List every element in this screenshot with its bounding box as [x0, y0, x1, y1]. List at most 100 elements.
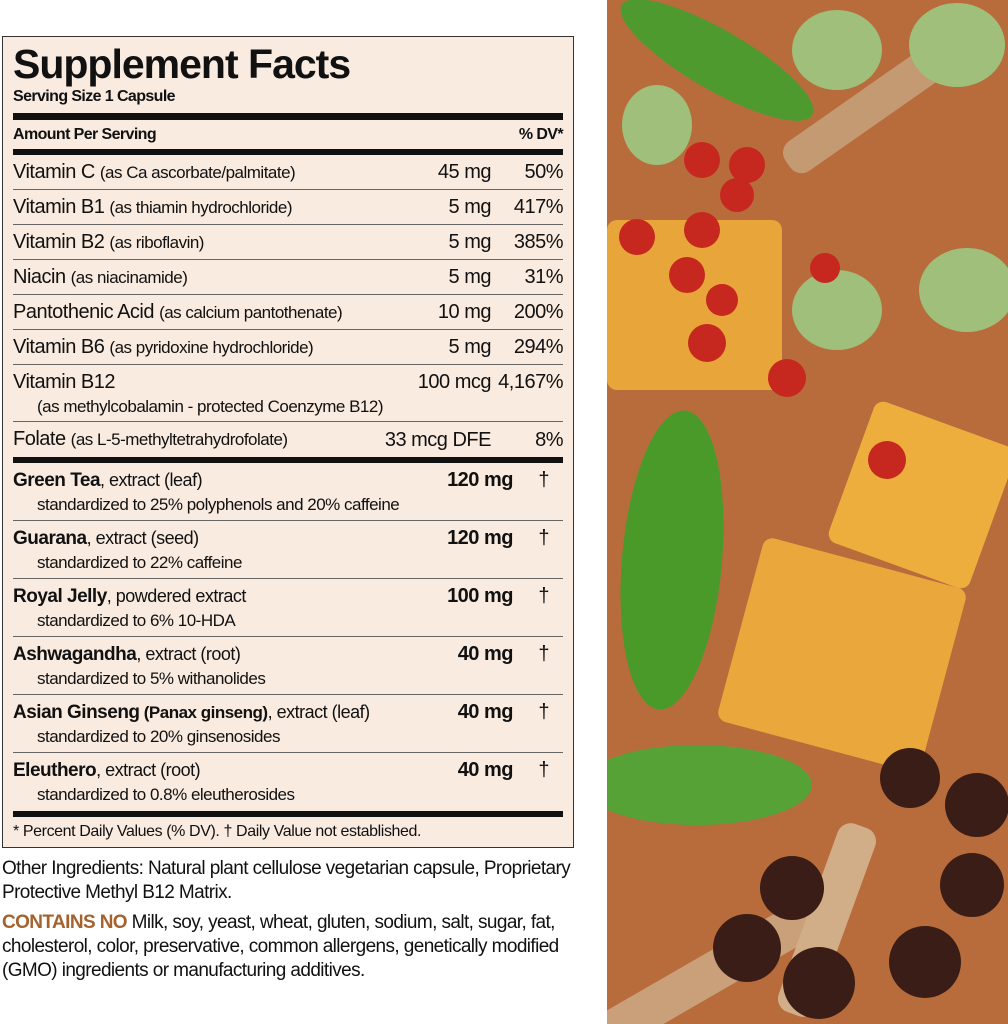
- herbal-row: Asian Ginseng (Panax ginseng), extract (…: [13, 695, 563, 753]
- herbal-amount: 120 mg: [447, 527, 513, 549]
- nutrient-detail: (as niacinamide): [70, 267, 188, 287]
- herbal-name: Eleuthero, extract (root) standardized to…: [13, 759, 427, 805]
- nutrient-detail: (as L-5-methyltetrahydrofolate): [70, 430, 288, 449]
- divider: [13, 457, 563, 463]
- herbal-label: Ashwagandha: [13, 644, 137, 665]
- nutrient-detail: (as riboflavin): [109, 232, 204, 252]
- herbal-label: Royal Jelly: [13, 586, 107, 607]
- herbal-dv: †: [538, 469, 549, 491]
- herbal-latin-name: (Panax ginseng): [139, 703, 268, 722]
- nutrient-name: Vitamin B1 (as thiamin hydrochloride): [13, 195, 405, 220]
- supplement-facts-panel: Supplement Facts Serving Size 1 Capsule …: [2, 36, 574, 848]
- herbal-row: Guarana, extract (seed) standardized to 2…: [13, 521, 563, 579]
- guarana-icon: [713, 748, 1008, 1019]
- vitamin-row: Pantothenic Acid (as calcium pantothenat…: [13, 295, 564, 330]
- nutrient-amount: 5 mg: [448, 266, 492, 288]
- vitamin-row: Vitamin B6 (as pyridoxine hydrochloride)…: [13, 330, 564, 365]
- herbal-standardization: standardized to 0.8% eleutherosides: [37, 785, 295, 804]
- herbal-amount: 100 mg: [447, 585, 513, 607]
- herbal-dv: †: [538, 527, 549, 549]
- herbal-amount: 120 mg: [447, 469, 513, 491]
- nutrient-amount: 33 mcg DFE: [384, 428, 492, 451]
- nutrient-detail: (as methylcobalamin - protected Coenzyme…: [37, 397, 384, 416]
- herbal-name: Asian Ginseng (Panax ginseng), extract (…: [13, 701, 427, 747]
- nutrient-detail: (as Ca ascorbate/palmitate): [99, 162, 296, 182]
- honeycomb-icon: [718, 538, 966, 772]
- herbal-detail: , extract (leaf): [267, 702, 371, 722]
- leaf-icon: [607, 745, 812, 825]
- husk-icon: [622, 3, 1008, 350]
- nutrient-name: Pantothenic Acid (as calcium pantothenat…: [13, 300, 405, 325]
- nutrient-detail: (as thiamin hydrochloride): [109, 197, 293, 217]
- herbal-amount: 40 mg: [457, 701, 514, 723]
- nutrient-dv: 294%: [513, 336, 564, 358]
- nutrient-amount: 5 mg: [448, 196, 492, 218]
- nutrient-label: Niacin: [13, 265, 66, 288]
- herbal-name: Guarana, extract (seed) standardized to 2…: [13, 527, 427, 573]
- herbal-standardization: standardized to 20% ginsenosides: [37, 727, 280, 746]
- herbal-standardization: standardized to 25% polyphenols and 20% …: [37, 495, 400, 514]
- serving-size: Serving Size 1 Capsule: [13, 88, 176, 105]
- nutrient-label: Vitamin B6: [13, 335, 105, 358]
- herbal-dv: †: [538, 759, 549, 781]
- other-ingredients: Other Ingredients: Natural plant cellulo…: [2, 858, 571, 903]
- label-column: Supplement Facts Serving Size 1 Capsule …: [2, 36, 582, 989]
- ingredients-artwork: [607, 0, 1008, 1024]
- herbal-dv: †: [538, 585, 549, 607]
- nutrient-amount: 5 mg: [448, 231, 492, 253]
- divider: [13, 811, 563, 817]
- nutrient-name: Vitamin C (as Ca ascorbate/palmitate): [13, 160, 405, 185]
- herbal-name: Royal Jelly, powdered extract standardize…: [13, 585, 427, 631]
- nutrient-detail: (as pyridoxine hydrochloride): [109, 337, 314, 357]
- herbal-detail: , extract (root): [136, 644, 241, 664]
- herbal-standardization: standardized to 22% caffeine: [37, 553, 242, 572]
- herbal-detail: , powdered extract: [106, 586, 247, 606]
- ingredients-illustration: [607, 0, 1008, 1024]
- nutrient-amount: 45 mg: [437, 161, 492, 183]
- herbal-name: Ashwagandha, extract (root) standardized …: [13, 643, 427, 689]
- nutrient-label: Vitamin B1: [13, 195, 105, 218]
- dv-header: % DV*: [518, 125, 564, 143]
- nutrient-name: Vitamin B6 (as pyridoxine hydrochloride): [13, 335, 405, 360]
- nutrient-name: Folate (as L-5-methyltetrahydrofolate): [13, 427, 379, 452]
- nutrient-label: Vitamin B2: [13, 230, 105, 253]
- divider: [13, 149, 563, 155]
- nutrient-name: Niacin (as niacinamide): [13, 265, 405, 290]
- nutrient-amount: 5 mg: [448, 336, 492, 358]
- nutrient-name: Vitamin B2 (as riboflavin): [13, 230, 405, 255]
- herbal-row: Ashwagandha, extract (root) standardized …: [13, 637, 563, 695]
- nutrient-detail: (as calcium pantothenate): [159, 302, 343, 322]
- vitamin-row: Vitamin C (as Ca ascorbate/palmitate) 45 …: [13, 155, 564, 190]
- panel-title: Supplement Facts: [13, 41, 351, 87]
- herbal-detail: , extract (root): [96, 760, 201, 780]
- nutrient-dv: 50%: [524, 161, 563, 183]
- table-header: Amount Per Serving % DV*: [13, 120, 564, 149]
- herbal-dv: †: [538, 701, 549, 723]
- herbal-list: Green Tea , extract (leaf) standardized to…: [13, 463, 563, 811]
- nutrient-dv: 31%: [524, 266, 563, 288]
- vitamin-row: Vitamin B12 100 mcg 4,167% (as methylcobala…: [13, 365, 564, 422]
- nutrient-dv: 8%: [535, 428, 563, 451]
- nutrient-label: Vitamin B12: [13, 371, 115, 393]
- herbal-amount: 40 mg: [457, 643, 514, 665]
- nutrient-dv: 417%: [513, 196, 564, 218]
- vitamin-row: Folate (as L-5-methyltetrahydrofolate) 33…: [13, 422, 564, 457]
- nutrient-amount: 100 mcg: [417, 371, 492, 393]
- contains-no-label: CONTAINS NO: [2, 912, 128, 933]
- vitamin-row: Vitamin B1 (as thiamin hydrochloride) 5 m…: [13, 190, 564, 225]
- herbal-label: Green Tea: [13, 470, 101, 491]
- divider: [13, 113, 563, 120]
- nutrient-dv: 385%: [513, 231, 564, 253]
- contains-no-statement: CONTAINS NO Milk, soy, yeast, wheat, glu…: [2, 911, 582, 983]
- herbal-row: Eleuthero, extract (root) standardized to…: [13, 753, 563, 811]
- leaf-icon: [620, 410, 724, 710]
- amount-header: Amount Per Serving: [13, 125, 157, 143]
- herbal-dv: †: [538, 643, 549, 665]
- nutrient-label: Folate: [13, 428, 66, 450]
- nutrient-dv: 4,167%: [498, 371, 563, 393]
- footnote: * Percent Daily Values (% DV). † Daily V…: [13, 823, 422, 840]
- nutrient-dv: 200%: [513, 301, 564, 323]
- other-ingredients-section: Other Ingredients: Natural plant cellulo…: [2, 857, 582, 983]
- herbal-amount: 40 mg: [457, 759, 514, 781]
- contains-no-text: Milk, soy, yeast, wheat, gluten, sodium,…: [2, 912, 559, 981]
